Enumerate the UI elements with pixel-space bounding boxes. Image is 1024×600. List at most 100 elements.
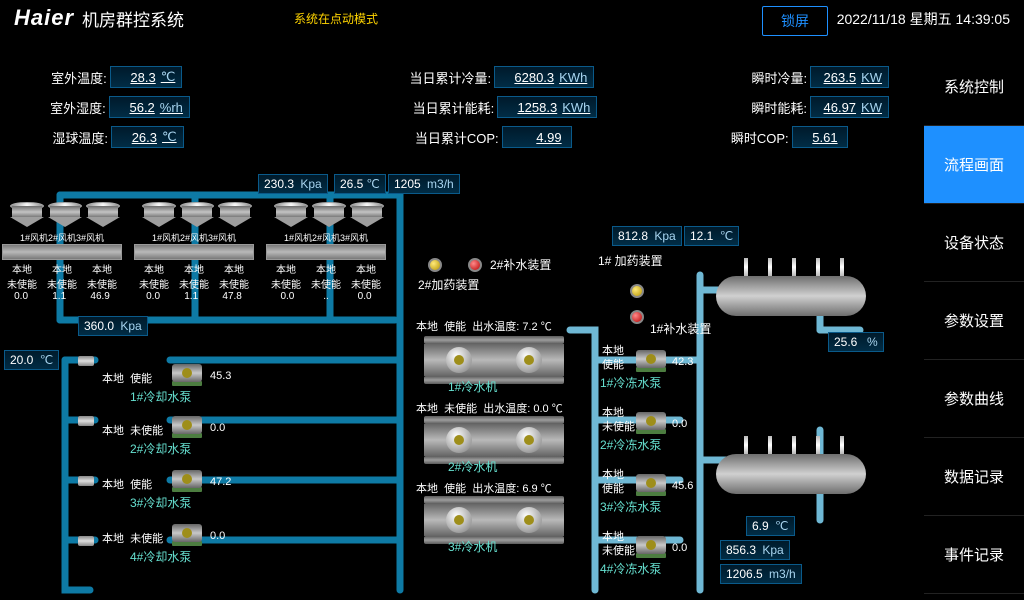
chilled-pump-4-label: 4#冷冻水泵 [600, 560, 661, 577]
cooling-pump-4-value: 0.0 [210, 530, 225, 542]
cooling-tower-c-fan2 [312, 202, 346, 227]
fan-header-b: 1#风机2#风机3#风机 [134, 231, 254, 244]
nav-device-status[interactable]: 设备状态 [924, 204, 1024, 282]
fan-header-c: 1#风机2#风机3#风机 [266, 231, 386, 244]
chilled-pump-2-value: 0.0 [672, 418, 687, 430]
supply2-label: 2#补水装置 [490, 256, 551, 273]
inst-cool-label: 瞬时冷量: [744, 68, 807, 87]
cooling-tower-a-fan3 [86, 202, 120, 227]
chiller-1-label: 1#冷水机 [448, 378, 497, 395]
top-stats: 室外温度: 28.3℃ 当日累计冷量: 6280.3KWh 瞬时冷量: 263.… [0, 48, 912, 156]
cooling-pump-1-label: 1#冷却水泵 [130, 388, 191, 405]
chilled-pump-1[interactable] [636, 350, 666, 372]
chilled-pump-1-value: 42.3 [672, 356, 693, 368]
chiller-3-label: 3#冷水机 [448, 538, 497, 555]
cooling-tower-b-fan3 [218, 202, 252, 227]
chilled-pump-2-label: 2#冷冻水泵 [600, 436, 661, 453]
lock-screen-button[interactable]: 锁屏 [762, 6, 828, 36]
cooling-pump-1-value: 45.3 [210, 370, 231, 382]
nav-param-curves[interactable]: 参数曲线 [924, 360, 1024, 438]
chilled-pump-3-value: 45.6 [672, 480, 693, 492]
chilled-pump-3[interactable] [636, 474, 666, 496]
flow-1205: 1205 m3/h [388, 174, 460, 194]
pressure-856: 856.3 Kpa [720, 540, 790, 560]
supply1-alarm-icon [630, 310, 644, 324]
cooling-pump-4[interactable] [172, 524, 202, 546]
day-energy-label: 当日累计能耗: [405, 98, 494, 117]
pressure-812: 812.8 Kpa [612, 226, 682, 246]
temp-20: 20.0 ℃ [4, 350, 59, 370]
cooling-pump-2[interactable] [172, 416, 202, 438]
supply2-alarm-icon [468, 258, 482, 272]
day-energy-value: 1258.3KWh [497, 96, 597, 118]
cooling-tower-b-fan1 [142, 202, 176, 227]
brand-logo: Haier [14, 5, 74, 31]
cooling-tower-c: 1#风机2#风机3#风机 本地本地本地 未使能未使能未使能 0.0..0.0 [266, 230, 386, 302]
supply1-label: 1#补水装置 [650, 320, 711, 337]
nav-event-log[interactable]: 事件记录 [924, 516, 1024, 594]
valve-cool-1 [78, 356, 94, 366]
inst-cool-value: 263.5KW [810, 66, 889, 88]
chiller-2-label: 2#冷水机 [448, 458, 497, 475]
wetbulb-label: 湿球温度: [44, 128, 108, 147]
cooling-tower-b-fan2 [180, 202, 214, 227]
inst-energy-label: 瞬时能耗: [745, 98, 807, 117]
day-cool-label: 当日累计冷量: [401, 68, 491, 87]
chilled-pump-4[interactable] [636, 536, 666, 558]
nav-param-settings[interactable]: 参数设置 [924, 282, 1024, 360]
temp-121: 12.1 ℃ [684, 226, 739, 246]
expansion-vessel-2 [716, 454, 866, 494]
chilled-pump-3-label: 3#冷冻水泵 [600, 498, 661, 515]
nav-process-diagram[interactable]: 流程画面 [924, 126, 1024, 204]
inst-cop-label: 瞬时COP: [725, 128, 789, 147]
outdoor-hum-value: 56.2%rh [109, 96, 190, 118]
day-cop-value: 4.99 [502, 126, 572, 148]
day-cool-value: 6280.3KWh [494, 66, 594, 88]
cooling-tower-a: 1#风机2#风机3#风机 本地本地本地 未使能未使能未使能 0.01.146.9 [2, 230, 122, 302]
chilled-pump-1-label: 1#冷冻水泵 [600, 374, 661, 391]
cooling-pump-3-value: 47.2 [210, 476, 231, 488]
datetime: 2022/11/18 星期五 14:39:05 [837, 9, 1010, 29]
cooling-pump-2-label: 2#冷却水泵 [130, 440, 191, 457]
cooling-pump-3-label: 3#冷却水泵 [130, 494, 191, 511]
valve-cool-4 [78, 536, 94, 546]
cooling-tower-a-fan2 [48, 202, 82, 227]
mode-text: 系统在点动模式 [294, 10, 378, 27]
system-title: 机房群控系统 [82, 6, 184, 31]
chilled-pump-4-value: 0.0 [672, 542, 687, 554]
valve-cool-3 [78, 476, 94, 486]
valve-cool-2 [78, 416, 94, 426]
inst-cop-value: 5.61 [792, 126, 848, 148]
temp-69b: 6.9 ℃ [746, 516, 795, 536]
wetbulb-value: 26.3℃ [111, 126, 184, 148]
day-cop-label: 当日累计COP: [407, 128, 499, 147]
outdoor-hum-label: 室外湿度: [44, 98, 106, 117]
cooling-tower-c-fan3 [350, 202, 384, 227]
cooling-pump-3[interactable] [172, 470, 202, 492]
right-nav: 系统控制 流程画面 设备状态 参数设置 参数曲线 数据记录 事件记录 [924, 48, 1024, 594]
chilled-pump-2[interactable] [636, 412, 666, 434]
pct-256: 25.6 % [828, 332, 884, 352]
nav-data-log[interactable]: 数据记录 [924, 438, 1024, 516]
nav-system-control[interactable]: 系统控制 [924, 48, 1024, 126]
cooling-pump-1[interactable] [172, 364, 202, 386]
cooling-tower-c-fan1 [274, 202, 308, 227]
dosing1-label: 1# 加药装置 [598, 252, 663, 269]
temp-265: 26.5℃ [334, 174, 386, 194]
fan-header-a: 1#风机2#风机3#风机 [2, 231, 122, 244]
supply2-light-icon [428, 258, 442, 272]
pressure-360: 360.0 Kpa [78, 316, 148, 336]
cooling-tower-a-fan1 [10, 202, 44, 227]
outdoor-temp-value: 28.3℃ [110, 66, 183, 88]
flow-1206: 1206.5 m3/h [720, 564, 802, 584]
outdoor-temp-label: 室外温度: [44, 68, 107, 87]
dosing1-light-icon [630, 284, 644, 298]
dosing2-label: 2#加药装置 [418, 276, 479, 293]
expansion-vessel-1 [716, 276, 866, 316]
header: Haier 机房群控系统 系统在点动模式 锁屏 2022/11/18 星期五 1… [0, 0, 1024, 36]
process-diagram: 230.3 Kpa 26.5℃ 1205 m3/h 812.8 Kpa 12.1… [0, 160, 912, 600]
cooling-pump-2-value: 0.0 [210, 422, 225, 434]
inst-energy-value: 46.97KW [810, 96, 889, 118]
cooling-tower-b: 1#风机2#风机3#风机 本地本地本地 未使能未使能未使能 0.01.147.8 [134, 230, 254, 302]
cooling-pump-4-label: 4#冷却水泵 [130, 548, 191, 565]
